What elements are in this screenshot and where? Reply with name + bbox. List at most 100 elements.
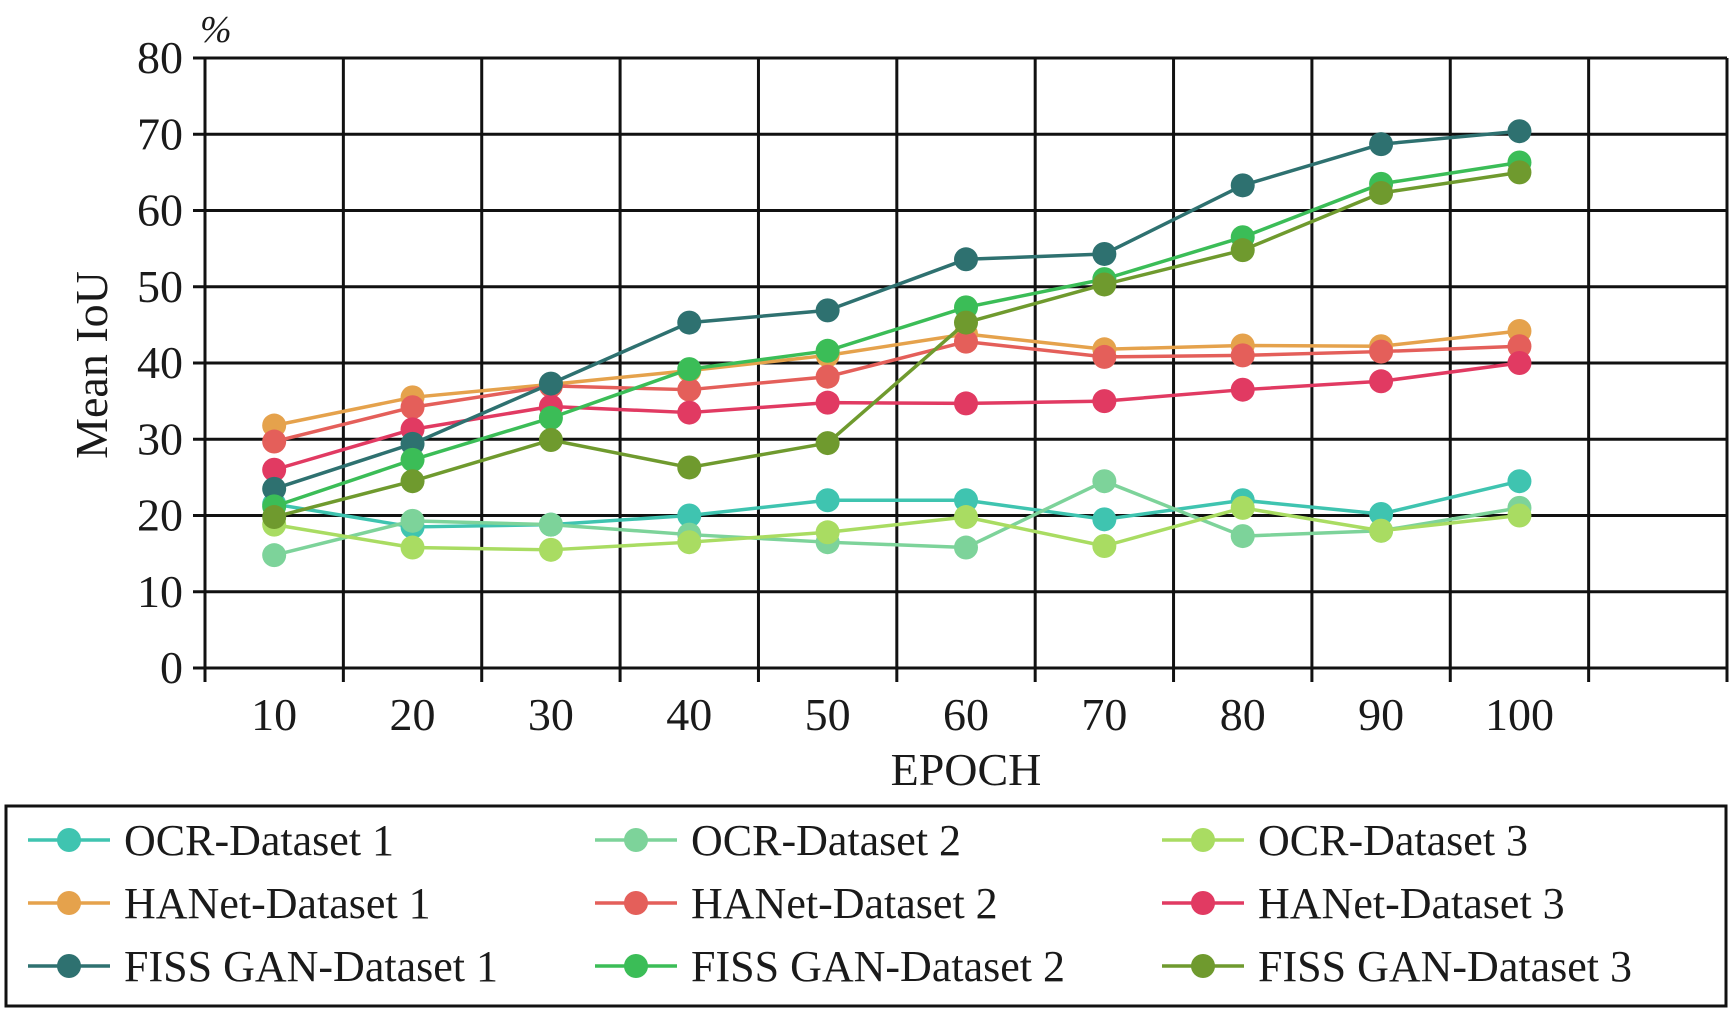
data-point	[1230, 377, 1255, 402]
series-line	[273, 339, 1520, 444]
data-point	[815, 364, 840, 389]
data-point	[954, 310, 978, 335]
data-point	[1369, 501, 1394, 526]
data-point	[677, 503, 702, 528]
x-tick-label: 20	[390, 689, 436, 740]
legend-label: FISS GAN-Dataset 2	[691, 942, 1065, 991]
legend: OCR-Dataset 1 OCR-Dataset 2 OCR-Dataset 3 H…	[4, 804, 1728, 1008]
y-tick-label: 20	[137, 490, 183, 541]
data-point	[1230, 524, 1255, 549]
series-line	[273, 160, 1520, 509]
data-point	[262, 457, 287, 482]
data-point	[815, 390, 840, 415]
y-tick-label: 30	[137, 413, 183, 464]
legend-label: OCR-Dataset 2	[691, 816, 961, 865]
series-line	[273, 129, 1520, 491]
data-series	[262, 119, 1532, 568]
series-line	[273, 479, 1520, 529]
x-axis-title: EPOCH	[891, 744, 1042, 795]
legend-swatch-marker	[624, 954, 648, 978]
y-axis-unit-label: %	[200, 9, 232, 51]
x-tick-label: 30	[528, 689, 574, 740]
data-point	[1507, 119, 1532, 144]
data-point	[1507, 160, 1532, 185]
data-point	[1230, 495, 1255, 520]
y-tick-label: 0	[160, 642, 183, 693]
data-point	[1369, 518, 1394, 543]
x-tick-label: 80	[1220, 689, 1266, 740]
legend-item: OCR-Dataset 3	[1162, 816, 1528, 865]
legend-item: HANet-Dataset 1	[28, 879, 431, 928]
data-point	[1507, 334, 1532, 359]
x-tick-label: 10	[251, 689, 297, 740]
data-point	[954, 505, 978, 530]
data-point	[538, 512, 563, 537]
data-point	[954, 535, 978, 560]
legend-item: FISS GAN-Dataset 1	[28, 942, 498, 991]
data-point	[1230, 343, 1255, 368]
y-tick-label: 50	[137, 261, 183, 312]
series-fiss-gan-dataset-3	[262, 160, 1532, 530]
x-tick-label: 40	[666, 689, 712, 740]
data-point	[954, 247, 978, 272]
data-point	[1092, 469, 1117, 494]
y-axis-title: Mean IoU	[66, 271, 117, 459]
data-point	[400, 447, 425, 472]
data-point	[400, 508, 425, 533]
x-tick-label: 90	[1358, 689, 1404, 740]
legend-swatch-marker	[57, 891, 81, 915]
x-tick-label: 100	[1485, 689, 1554, 740]
legend-label: HANet-Dataset 1	[124, 879, 431, 928]
series-ocr-dataset-3	[262, 495, 1532, 562]
series-hanet-dataset-2	[262, 329, 1532, 454]
y-tick-label: 10	[137, 566, 183, 617]
series-fiss-gan-dataset-1	[262, 119, 1532, 501]
data-point	[538, 371, 563, 396]
data-point	[262, 476, 287, 501]
legend-swatch-marker	[1191, 954, 1215, 978]
legend-swatch-marker	[624, 828, 648, 852]
data-point	[1092, 507, 1117, 532]
y-tick-label: 40	[137, 337, 183, 388]
tick-labels: 0 10 20 30 40 50 60 70 80 10 20 30 40 50 60 70 80 90 100	[137, 32, 1554, 740]
y-tick-label: 60	[137, 185, 183, 236]
data-point	[1369, 132, 1394, 157]
legend-item: OCR-Dataset 2	[595, 816, 961, 865]
data-point	[262, 505, 287, 530]
data-point	[677, 400, 702, 425]
data-point	[1092, 344, 1117, 369]
legend-swatch-marker	[624, 891, 648, 915]
legend-label: OCR-Dataset 1	[124, 816, 394, 865]
legend-swatch-marker	[1191, 891, 1215, 915]
x-tick-label: 50	[805, 689, 851, 740]
legend-item: HANet-Dataset 3	[1162, 879, 1565, 928]
data-point	[1369, 369, 1394, 394]
x-tick-label: 60	[943, 689, 989, 740]
y-tick-label: 70	[137, 108, 183, 159]
y-tick-label: 80	[137, 32, 183, 83]
data-point	[1230, 238, 1255, 263]
data-point	[815, 520, 840, 545]
data-point	[815, 431, 840, 456]
data-point	[1230, 173, 1255, 198]
data-point	[677, 377, 702, 402]
data-point	[262, 543, 287, 568]
axes	[193, 56, 1729, 682]
legend-box	[4, 804, 1728, 1008]
data-point	[677, 455, 702, 480]
data-point	[677, 310, 702, 335]
data-point	[1092, 241, 1117, 266]
data-point	[677, 357, 702, 382]
data-point	[1369, 339, 1394, 364]
legend-label: FISS GAN-Dataset 1	[124, 942, 498, 991]
legend-label: OCR-Dataset 3	[1258, 816, 1528, 865]
grid-lines	[205, 56, 1729, 668]
data-point	[954, 391, 978, 416]
series-line	[273, 479, 1520, 557]
data-point	[1092, 272, 1117, 297]
legend-item: OCR-Dataset 1	[28, 816, 394, 865]
data-point	[400, 469, 425, 494]
data-point	[400, 395, 425, 420]
data-point	[1507, 469, 1532, 494]
